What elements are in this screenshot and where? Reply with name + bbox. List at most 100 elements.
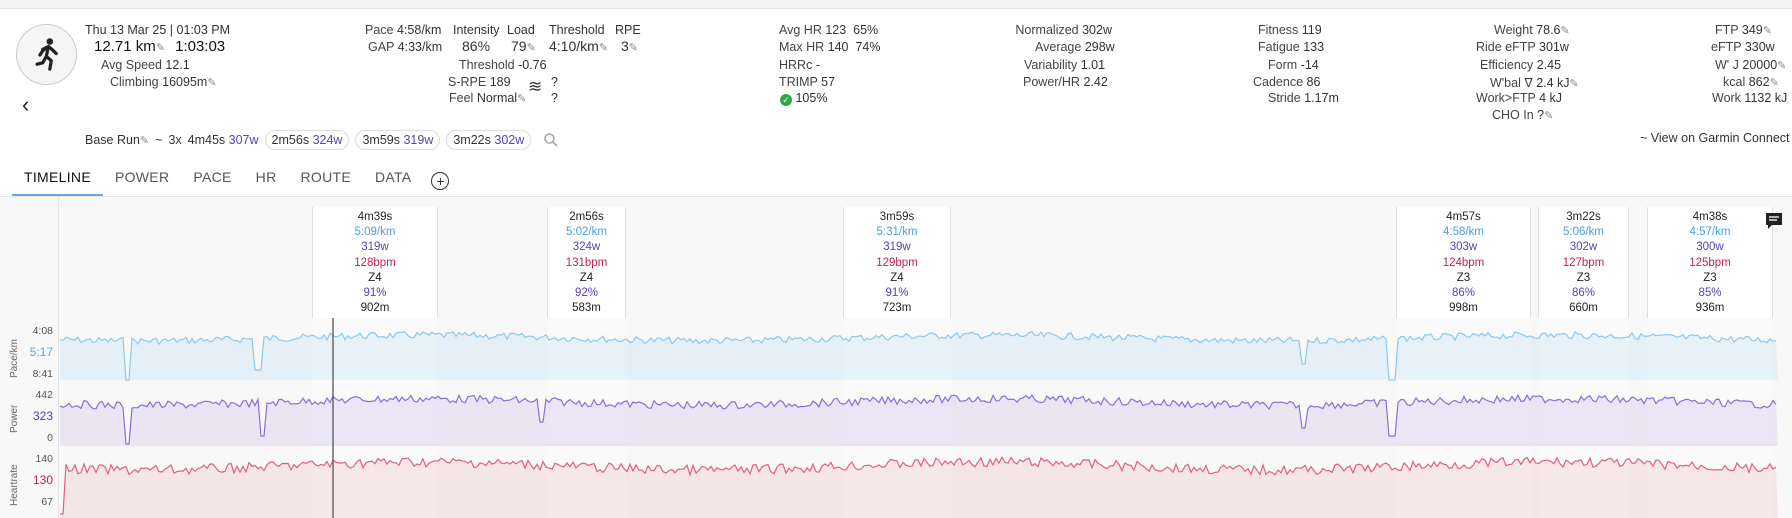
interval-card[interactable]: 3m59s 5:31/km 319w 129bpm Z4 91% 723m xyxy=(843,207,951,318)
interval-distance: 723m xyxy=(882,302,912,315)
interval-duration: 3m59s xyxy=(879,211,915,223)
fatigue-metric: Fatigue 133 xyxy=(1258,40,1324,54)
interval-duration: 2m56s xyxy=(569,211,604,223)
interval-distance: 660m xyxy=(1569,302,1598,315)
kcal-metric: kcal 862✎ xyxy=(1723,75,1779,89)
fatigue-value: 133 xyxy=(1303,40,1325,54)
edit-wj-icon[interactable]: ✎ xyxy=(1777,60,1787,72)
tab-route[interactable]: ROUTE xyxy=(300,169,351,185)
edit-load-icon[interactable]: ✎ xyxy=(526,42,536,54)
interval-highlights xyxy=(312,318,1773,518)
normalized-metric: Normalized 302w xyxy=(960,23,1112,37)
weather-wind-icon[interactable]: ≋ xyxy=(528,77,543,96)
wj-value: 20000 xyxy=(1742,58,1778,72)
interval-card[interactable]: 3m22s 5:06/km 302w 127bpm Z3 86% 660m xyxy=(1538,207,1629,318)
avg-hr-metric: Avg HR 123 65% xyxy=(779,23,878,37)
tab-timeline[interactable]: TIMELINE xyxy=(12,166,103,196)
activity-type-avatar[interactable] xyxy=(16,24,77,85)
cho-value: ? xyxy=(1537,108,1545,122)
interval-watts: 319w xyxy=(883,241,911,254)
load-metric: 79✎ xyxy=(511,38,536,54)
interval-card[interactable]: 4m38s 4:57/km 300w 125bpm Z3 85% 936m xyxy=(1647,207,1773,318)
interval-distance: 902m xyxy=(360,302,390,315)
interval-card[interactable]: 2m56s 5:02/km 324w 131bpm Z4 92% 583m xyxy=(547,207,626,318)
pace-tick-bottom: 8:41 xyxy=(32,368,53,380)
eftp-metric: eFTP 330w xyxy=(1711,40,1775,54)
edit-rpe-icon[interactable]: ✎ xyxy=(628,42,639,54)
edit-weight-icon[interactable]: ✎ xyxy=(1560,25,1570,37)
threshold-value: 4:10/km xyxy=(549,38,599,54)
workout-chip[interactable]: 2m56s 324w xyxy=(264,130,350,150)
interval-pct: 86% xyxy=(1571,287,1596,300)
avg-speed-value: 12.1 xyxy=(165,58,190,72)
distance-duration: 12.71 km✎ 1:03:03 xyxy=(94,38,225,55)
interval-bpm: 124bpm xyxy=(1442,256,1485,269)
trimp-label: TRIMP xyxy=(779,75,818,89)
workout-chip[interactable]: 3m22s 302w xyxy=(446,130,532,150)
activity-date: Thu 13 Mar 25 xyxy=(85,23,167,37)
chip-time: 3m59s xyxy=(362,133,400,147)
workout-name[interactable]: Base Run✎ xyxy=(85,133,149,147)
interval-zone: Z3 xyxy=(1703,271,1717,284)
edit-feel-icon[interactable]: ✎ xyxy=(517,93,527,105)
interval-bpm: 131bpm xyxy=(565,256,608,269)
fitness-metric: Fitness 119 xyxy=(1258,23,1322,37)
pace-label: Pace xyxy=(365,23,394,37)
edit-threshold-icon[interactable]: ✎ xyxy=(598,42,609,54)
stride-label: Stride xyxy=(1268,91,1301,105)
pace-tick-top: 4:08 xyxy=(32,325,53,337)
add-tab-icon[interactable]: + xyxy=(431,172,450,190)
edit-distance-icon[interactable]: ✎ xyxy=(155,42,165,54)
workout-chip[interactable]: 4m45s 307w xyxy=(188,133,259,147)
tab-hr[interactable]: HR xyxy=(255,169,277,185)
tab-power[interactable]: POWER xyxy=(114,169,170,185)
weather-question-1: ? xyxy=(551,75,558,89)
fatigue-label: Fatigue xyxy=(1258,40,1300,54)
stride-value: 1.17m xyxy=(1304,91,1339,105)
avg-hr-value: 123 xyxy=(825,23,847,37)
weight-label: Weight xyxy=(1494,23,1533,37)
timeline-traces[interactable] xyxy=(0,318,1792,518)
variability-value: 1.01 xyxy=(1080,58,1106,72)
workout-chip[interactable]: 3m59s 319w xyxy=(355,130,441,150)
hrrc-label: HRRc xyxy=(779,58,813,72)
edit-workout-icon[interactable]: ✎ xyxy=(139,135,150,147)
stride-metric: Stride 1.17m xyxy=(1268,91,1339,105)
chip-watts: 319w xyxy=(403,133,434,147)
srpe-metric: S-RPE 189 xyxy=(448,75,511,89)
interval-card[interactable]: 4m57s 4:58/km 303w 124bpm Z3 86% 998m xyxy=(1396,207,1531,318)
edit-climbing-icon[interactable]: ✎ xyxy=(207,77,217,89)
avg-speed-label: Avg Speed xyxy=(101,58,162,72)
climbing-row: Climbing 16095m✎ xyxy=(110,75,217,89)
hr-tick-mid: 130 xyxy=(32,473,53,487)
tab-data[interactable]: DATA xyxy=(374,169,412,185)
interval-bpm: 127bpm xyxy=(1562,256,1605,269)
efficiency-metric: Efficiency 2.45 xyxy=(1480,58,1561,72)
gap-metric: GAP 4:33/km xyxy=(368,40,442,54)
edit-cho-icon[interactable]: ✎ xyxy=(1544,110,1554,122)
variability-metric: Variability 1.01 xyxy=(1024,58,1105,72)
edit-kcal-icon[interactable]: ✎ xyxy=(1769,77,1779,89)
edit-ftp-icon[interactable]: ✎ xyxy=(1762,25,1772,37)
garmin-connect-link[interactable]: ~ View on Garmin Connect xyxy=(1640,131,1790,145)
cadence-value: 86 xyxy=(1306,75,1321,89)
interval-pct: 91% xyxy=(885,287,909,300)
chip-time: 4m45s xyxy=(187,133,226,147)
average-value: 298w xyxy=(1084,40,1115,54)
cadence-label: Cadence xyxy=(1253,75,1304,89)
tab-pace[interactable]: PACE xyxy=(193,169,232,185)
interval-duration: 4m38s xyxy=(1692,211,1728,223)
threshold-label: Threshold xyxy=(549,23,605,37)
rpe-label: RPE xyxy=(615,23,641,37)
climbing-value: 16095m xyxy=(162,75,208,89)
interval-card[interactable]: 4m39s 5:09/km 319w 128bpm Z4 91% 902m xyxy=(312,207,438,318)
search-icon[interactable] xyxy=(543,132,559,148)
pace-trace-line xyxy=(59,330,1777,381)
comment-icon[interactable] xyxy=(1764,212,1784,230)
interval-distance: 583m xyxy=(572,302,601,315)
interval-pace: 4:57/km xyxy=(1689,226,1731,239)
edit-wbal-icon[interactable]: ✎ xyxy=(1569,78,1579,90)
pace-trace-area xyxy=(60,331,1778,380)
back-chevron-icon[interactable]: ‹ xyxy=(22,92,30,117)
top-bar xyxy=(0,0,1792,9)
